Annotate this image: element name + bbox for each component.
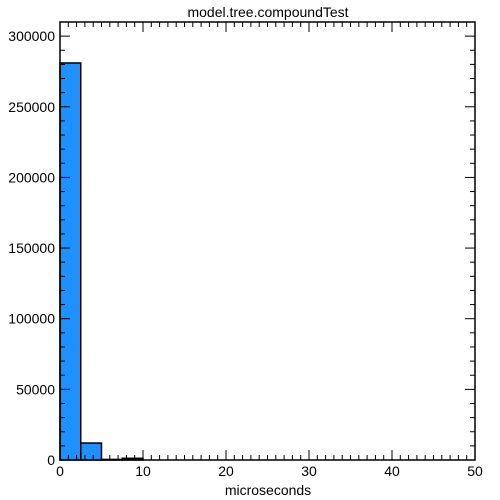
y-tick-label: 250000 [8,99,55,115]
bars-group [59,62,144,461]
histogram-bar [59,62,82,461]
x-tick-label: 40 [384,463,400,479]
y-tick-label: 200000 [8,169,55,185]
x-tick-label: 30 [301,463,317,479]
x-tick-label: 20 [218,463,234,479]
x-tick-label: 50 [467,463,483,479]
x-tick-label: 10 [135,463,151,479]
y-tick-label: 300000 [8,28,55,44]
y-tick-label: 50000 [16,381,55,397]
histogram-bar [80,442,103,461]
tick-labels-group: 0 10 20 30 40 50 0 50000 100000 150000 200000 25000… [8,28,483,479]
chart-title: model.tree.compoundTest [187,4,348,20]
y-tick-label: 150000 [8,240,55,256]
plot-frame [59,21,476,461]
y-tick-label: 100000 [8,311,55,327]
x-tick-label: 0 [56,463,64,479]
ticks-group [59,21,476,461]
x-axis-label: microseconds [225,482,311,498]
y-tick-label: 0 [47,452,55,468]
